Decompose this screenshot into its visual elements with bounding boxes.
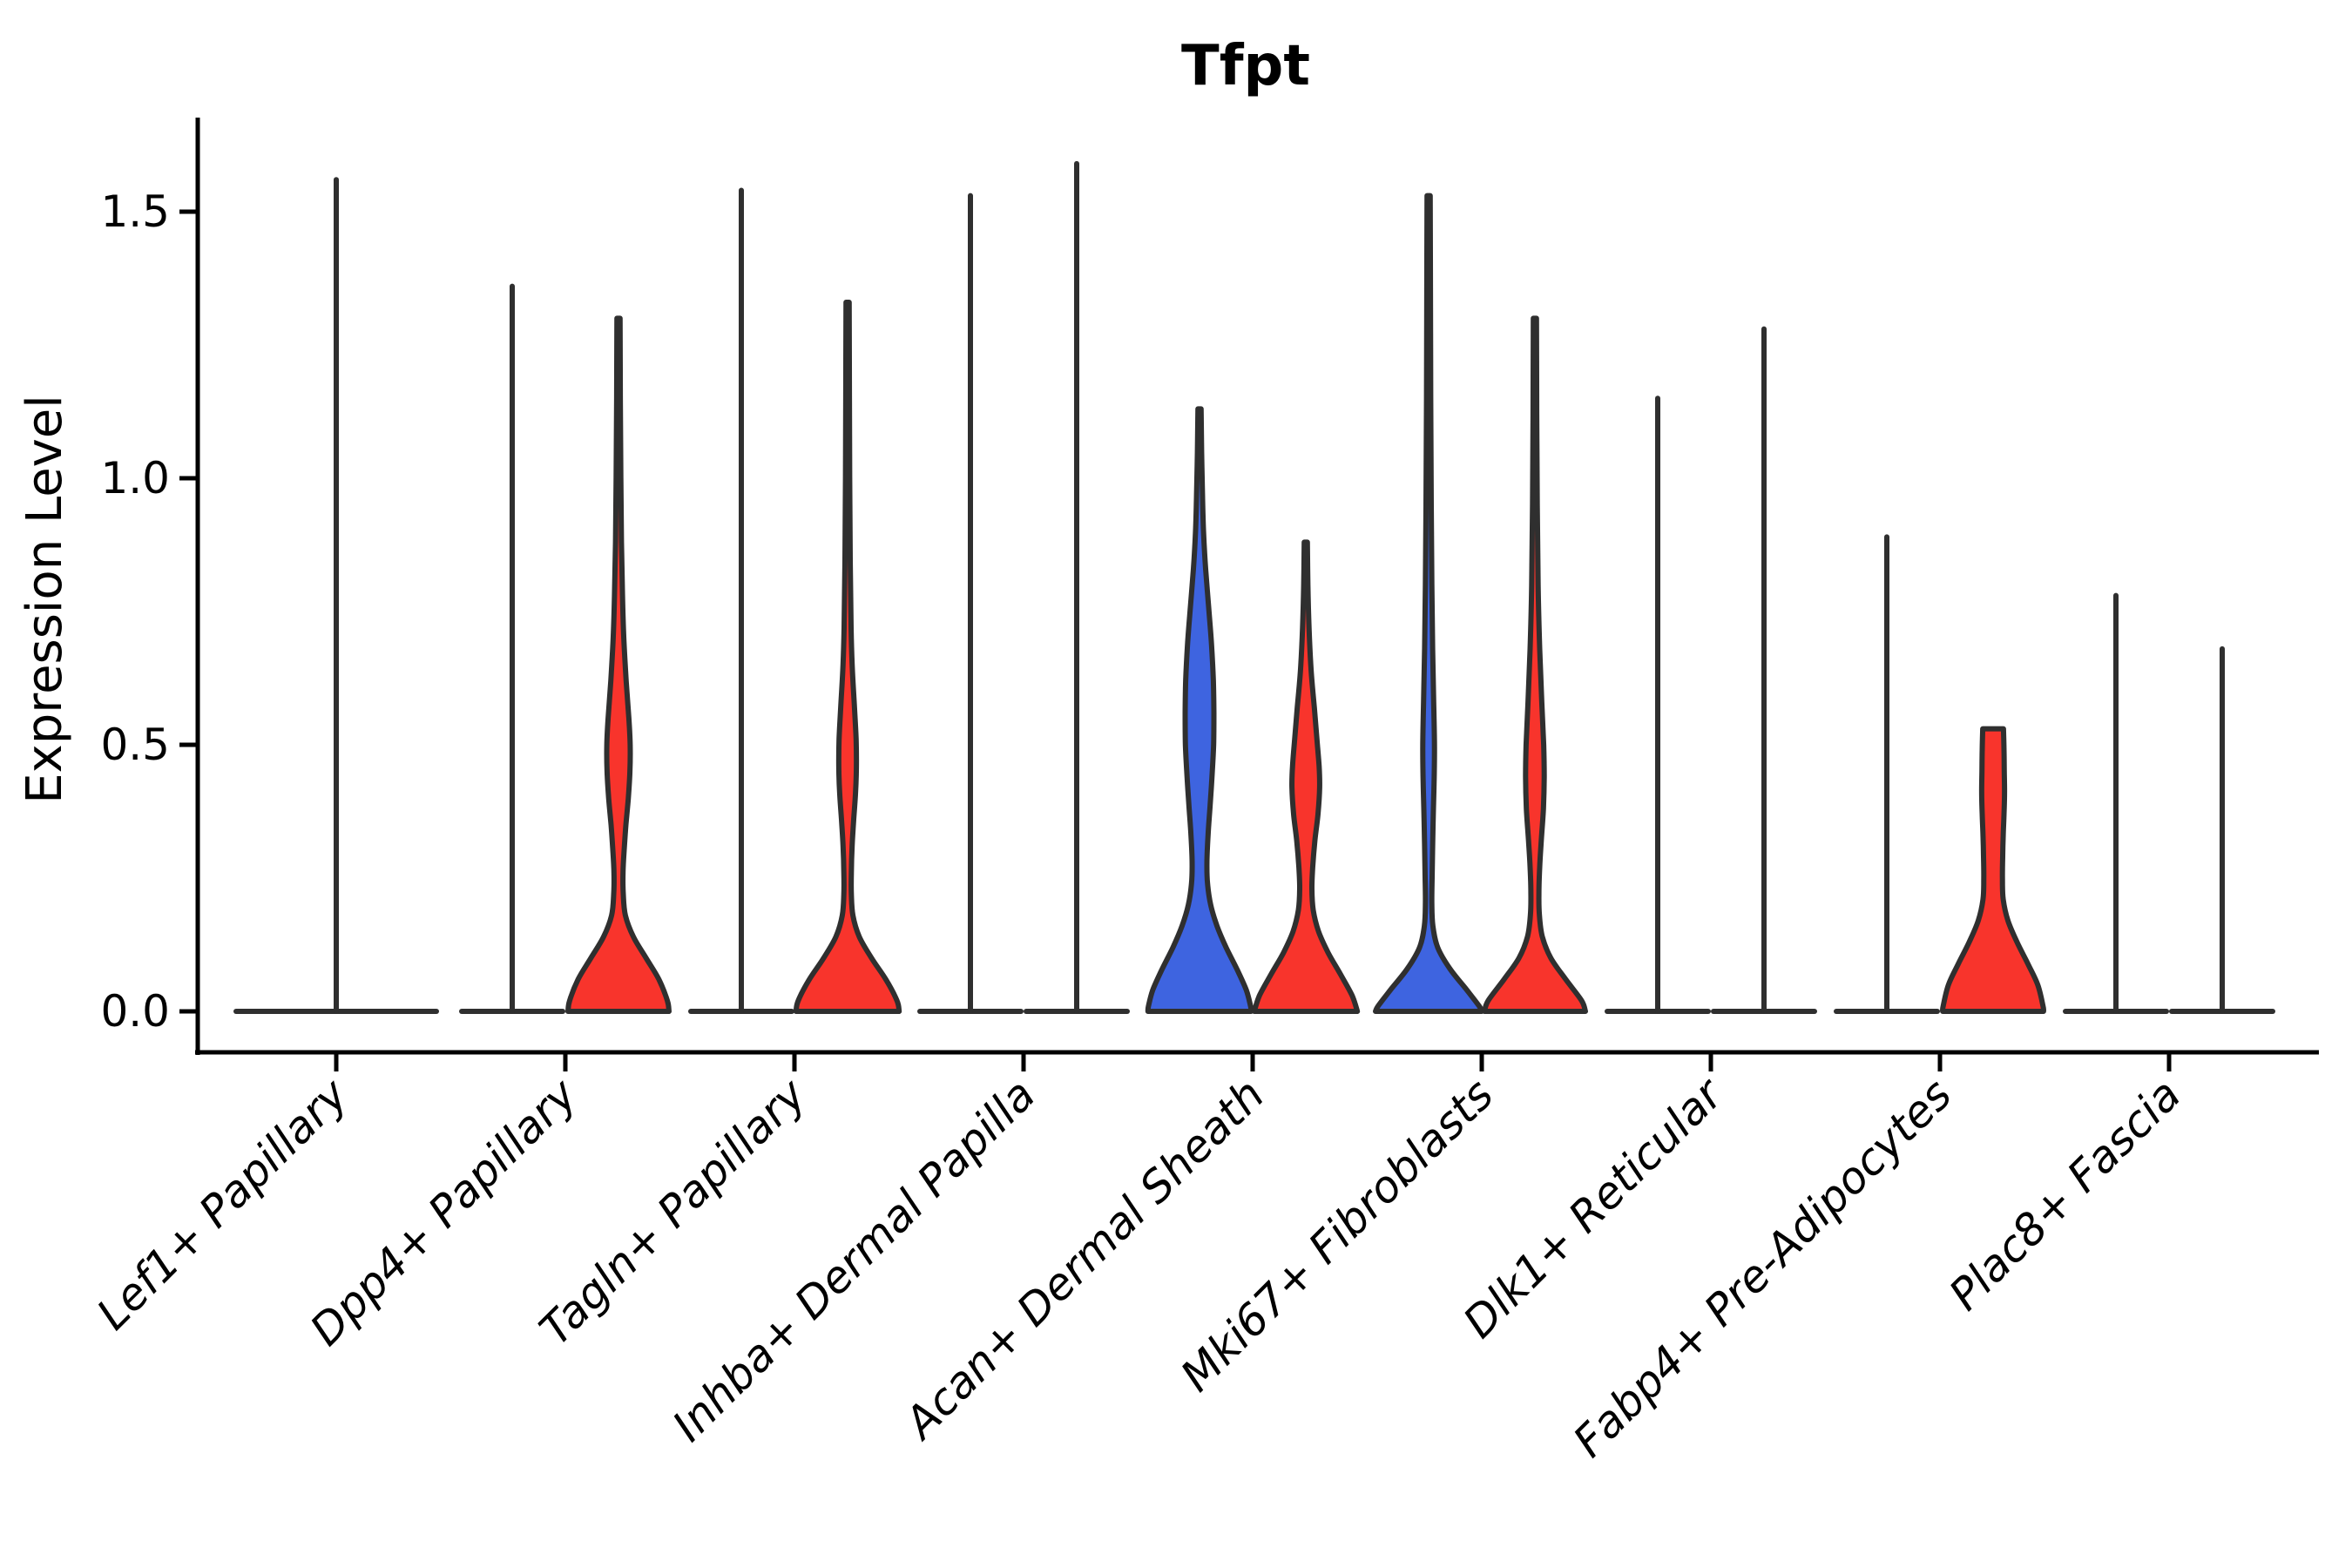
x-tick-label: Plac8+ Fascia — [1940, 1069, 2191, 1320]
violin-red-mki67-fibroblasts-right — [1482, 315, 1588, 1014]
violins-layer — [233, 160, 2275, 1014]
y-axis-ticks: 0.0 0.5 1.0 1.5 — [100, 186, 198, 1037]
violin-red-tagln-papillary-right — [793, 300, 902, 1014]
violin-red-dpp4-papillary-right — [565, 315, 672, 1014]
violin-blue-mki67-fibroblasts-left — [1373, 193, 1484, 1014]
y-axis-label: Expression Level — [17, 395, 73, 804]
x-tick-label: Fabp4+ Pre-Adipocytes — [1564, 1069, 1962, 1467]
x-tick-label: Acan+ Dermal Sheath — [894, 1069, 1274, 1450]
chart-title: Tfpt — [1181, 34, 1310, 98]
y-tick-label: 0.5 — [100, 720, 170, 770]
y-tick-label: 0.0 — [100, 986, 170, 1037]
violin-blue-acan-dermal-sheath-left — [1145, 406, 1254, 1014]
x-tick-label: Inhba+ Dermal Papilla — [663, 1069, 1044, 1450]
x-tick-label: Lef1+ Papillary — [87, 1068, 358, 1339]
violin-red-acan-dermal-sheath-right — [1251, 539, 1361, 1014]
violin-red-fabp4-pre-adipocytes-right — [1939, 726, 2047, 1014]
y-tick-label: 1.0 — [100, 453, 170, 504]
y-tick-label: 1.5 — [100, 186, 170, 237]
